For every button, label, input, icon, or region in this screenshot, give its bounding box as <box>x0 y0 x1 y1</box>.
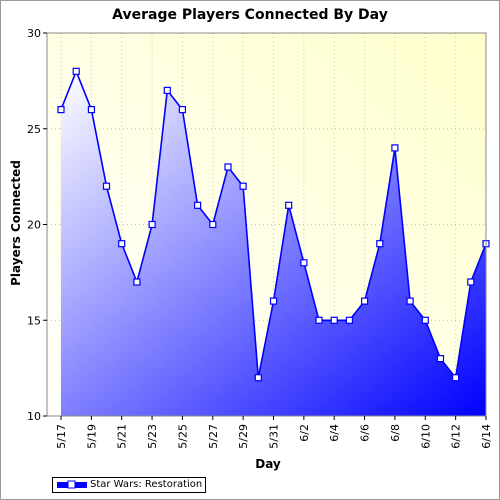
x-tick-label: 6/8 <box>389 424 402 442</box>
data-point-5-26 <box>194 201 202 209</box>
data-point-5-22 <box>133 278 141 286</box>
data-point-5-17 <box>57 105 65 114</box>
x-tick-label: 6/6 <box>359 424 372 442</box>
data-point-6-7 <box>376 240 384 248</box>
data-point-6-4 <box>330 316 338 324</box>
x-tick-label: 6/2 <box>298 424 311 442</box>
chart-title: Average Players Connected By Day <box>112 7 388 23</box>
data-point-5-18 <box>72 67 80 75</box>
x-tick-label: 5/23 <box>146 424 159 449</box>
legend-label: Star Wars: Restoration <box>90 479 203 490</box>
x-tick-label: 6/12 <box>450 424 463 449</box>
x-tick-label: 6/14 <box>480 424 493 449</box>
data-point-6-11 <box>436 355 445 363</box>
data-point-6-13 <box>467 278 475 286</box>
data-point-5-23 <box>148 220 156 229</box>
data-point-5-25 <box>178 105 186 114</box>
x-tick-label: 5/19 <box>85 424 98 449</box>
data-point-5-27 <box>209 220 217 229</box>
legend: Star Wars: Restoration <box>52 477 206 493</box>
data-point-6-8 <box>391 144 399 152</box>
y-tick-label: 15 <box>27 314 41 327</box>
y-tick-label: 25 <box>27 123 41 136</box>
data-point-5-20 <box>102 182 111 190</box>
x-tick-label: 5/17 <box>55 424 68 449</box>
data-point-5-24 <box>163 86 171 95</box>
x-tick-label: 5/21 <box>116 424 129 449</box>
x-tick-label: 5/31 <box>268 424 281 449</box>
data-point-5-31 <box>269 297 278 305</box>
series-area <box>61 71 486 417</box>
legend-swatch-icon <box>57 480 87 489</box>
y-tick-label: 30 <box>27 27 41 40</box>
x-tick-label: 6/10 <box>419 424 432 449</box>
data-point-6-3 <box>315 316 323 324</box>
x-tick-label: 5/29 <box>237 424 250 449</box>
data-point-6-10 <box>421 316 429 324</box>
data-point-6-9 <box>406 297 414 305</box>
y-tick-label: 10 <box>27 410 41 423</box>
data-point-6-12 <box>452 374 460 382</box>
data-point-5-30 <box>254 374 262 382</box>
x-tick-label: 5/27 <box>207 424 220 449</box>
data-point-6-1 <box>285 201 293 209</box>
data-point-6-6 <box>361 297 369 305</box>
x-tick-label: 5/25 <box>176 424 189 449</box>
y-tick-label: 20 <box>27 219 41 232</box>
data-point-5-28 <box>224 163 232 171</box>
data-point-6-2 <box>300 259 308 267</box>
data-point-5-21 <box>118 240 126 248</box>
x-axis-title: Day <box>255 457 281 471</box>
x-tick-label: 6/4 <box>328 424 341 442</box>
data-point-5-19 <box>87 105 96 114</box>
data-point-6-5 <box>345 316 353 324</box>
data-point-5-29 <box>239 182 247 190</box>
